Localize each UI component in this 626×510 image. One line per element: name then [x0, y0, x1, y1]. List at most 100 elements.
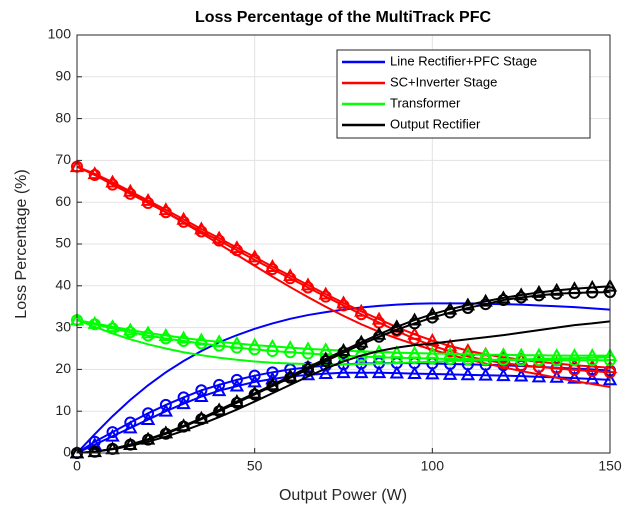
- marker: [425, 366, 440, 380]
- marker: [248, 369, 261, 382]
- marker: [247, 385, 262, 399]
- marker: [496, 290, 511, 304]
- marker: [354, 365, 369, 379]
- marker: [585, 279, 600, 293]
- marker: [211, 402, 227, 416]
- legend-label: Output Rectifier: [390, 116, 481, 131]
- legend-label: Line Rectifier+PFC Stage: [390, 53, 537, 68]
- marker: [549, 355, 564, 369]
- marker: [176, 418, 191, 432]
- marker: [585, 358, 600, 372]
- marker: [407, 326, 422, 340]
- marker: [513, 368, 529, 382]
- marker: [69, 445, 85, 459]
- marker: [496, 368, 511, 382]
- y-tick-label: 20: [55, 360, 71, 376]
- marker: [407, 345, 422, 359]
- marker: [140, 412, 156, 425]
- marker: [336, 343, 351, 356]
- marker: [87, 437, 102, 451]
- y-tick-label: 80: [55, 109, 71, 125]
- marker: [247, 337, 262, 351]
- marker: [140, 325, 156, 339]
- marker: [300, 359, 316, 373]
- legend-label: Transformer: [390, 95, 461, 110]
- axes-box: [76, 34, 611, 454]
- marker: [123, 420, 138, 434]
- chart-title: Loss Percentage of the MultiTrack PFC: [195, 9, 492, 26]
- marker: [318, 286, 333, 300]
- marker: [354, 334, 369, 348]
- series-line: [77, 371, 610, 453]
- y-tick-label: 40: [55, 277, 71, 293]
- marker: [549, 282, 564, 296]
- marker: [460, 346, 476, 360]
- y-tick-label: 100: [48, 26, 72, 42]
- marker: [158, 327, 174, 341]
- marker: [425, 345, 440, 359]
- marker: [478, 367, 493, 381]
- marker: [195, 384, 208, 397]
- series-line: [77, 285, 610, 453]
- marker: [211, 334, 227, 348]
- marker: [229, 335, 245, 349]
- marker: [478, 293, 493, 307]
- y-tick-label: 90: [55, 68, 71, 84]
- marker: [318, 366, 333, 379]
- marker: [211, 230, 227, 244]
- marker: [371, 365, 387, 379]
- marker: [177, 391, 190, 404]
- marker: [194, 332, 209, 346]
- marker: [158, 425, 174, 439]
- marker: [425, 332, 440, 346]
- marker: [496, 349, 511, 363]
- marker: [389, 345, 404, 359]
- x-tick-label: 50: [247, 458, 263, 474]
- marker: [105, 319, 120, 333]
- marker: [265, 377, 280, 391]
- legend-label: SC+Inverter Stage: [390, 74, 497, 89]
- marker: [87, 166, 102, 180]
- marker: [140, 431, 156, 445]
- marker: [194, 389, 209, 402]
- marker: [123, 437, 138, 451]
- marker: [549, 348, 564, 362]
- y-tick-label: 70: [55, 151, 71, 167]
- marker: [211, 383, 227, 397]
- marker: [478, 347, 493, 361]
- y-tick-label: 50: [55, 235, 71, 251]
- marker: [229, 378, 245, 392]
- marker: [513, 287, 529, 301]
- marker: [531, 284, 547, 298]
- marker: [265, 371, 280, 385]
- marker: [194, 221, 209, 235]
- marker: [354, 303, 369, 317]
- marker: [123, 322, 138, 336]
- x-tick-label: 100: [421, 458, 445, 474]
- marker: [531, 354, 547, 368]
- marker: [460, 297, 476, 311]
- marker: [531, 369, 547, 383]
- marker: [87, 315, 102, 329]
- legend-box: [336, 49, 591, 139]
- marker: [496, 347, 511, 361]
- marker: [142, 407, 155, 420]
- y-tick-label: 10: [55, 402, 71, 418]
- marker: [442, 301, 458, 315]
- marker: [176, 330, 191, 344]
- marker: [513, 347, 529, 361]
- marker: [300, 341, 316, 355]
- marker: [87, 444, 102, 458]
- x-tick-label: 150: [598, 458, 622, 474]
- marker: [230, 373, 243, 386]
- y-tick-label: 30: [55, 318, 71, 334]
- marker: [105, 428, 120, 442]
- marker: [229, 240, 245, 254]
- y-axis-label: Loss Percentage (%): [13, 169, 30, 318]
- marker: [567, 281, 582, 295]
- marker: [158, 403, 174, 417]
- marker: [159, 398, 172, 411]
- marker: [123, 183, 138, 197]
- marker: [140, 192, 156, 206]
